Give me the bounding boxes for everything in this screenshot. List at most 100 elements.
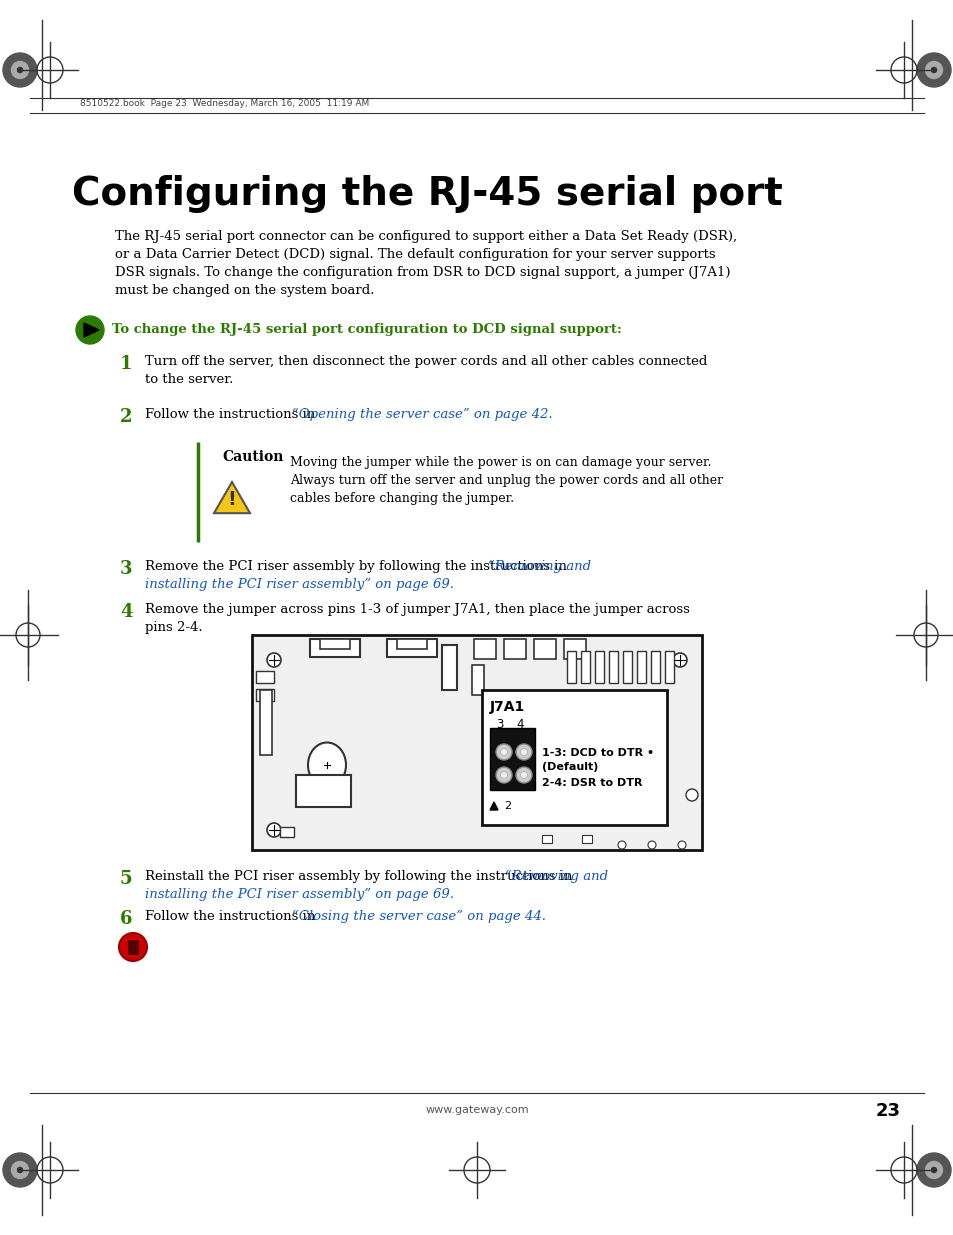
Bar <box>612 768 620 793</box>
Text: (Default): (Default) <box>541 762 598 772</box>
Text: 4: 4 <box>120 603 132 621</box>
Circle shape <box>520 772 527 778</box>
Text: must be changed on the system board.: must be changed on the system board. <box>115 284 375 296</box>
Circle shape <box>516 743 532 760</box>
Text: Reinstall the PCI riser assembly by following the instructions in: Reinstall the PCI riser assembly by foll… <box>145 869 576 883</box>
Text: DSR signals. To change the configuration from DSR to DCD signal support, a jumpe: DSR signals. To change the configuration… <box>115 266 730 279</box>
Ellipse shape <box>308 742 346 788</box>
Bar <box>580 651 589 683</box>
Circle shape <box>267 653 281 667</box>
Text: Follow the instructions in: Follow the instructions in <box>145 408 319 421</box>
Bar <box>280 827 294 837</box>
Bar <box>639 768 648 793</box>
Circle shape <box>924 1161 942 1178</box>
Bar <box>503 638 525 659</box>
Text: Configuring the RJ-45 serial port: Configuring the RJ-45 serial port <box>71 175 781 212</box>
Circle shape <box>520 748 527 756</box>
Circle shape <box>924 62 942 79</box>
Circle shape <box>685 789 698 802</box>
Bar <box>637 651 645 683</box>
Bar <box>474 638 496 659</box>
Text: www.gateway.com: www.gateway.com <box>425 1105 528 1115</box>
Bar <box>534 638 556 659</box>
Text: or a Data Carrier Detect (DCD) signal. The default configuration for your server: or a Data Carrier Detect (DCD) signal. T… <box>115 248 715 261</box>
Text: to the server.: to the server. <box>145 373 233 387</box>
Circle shape <box>267 823 281 837</box>
Text: 2: 2 <box>120 408 132 426</box>
Text: Follow the instructions in: Follow the instructions in <box>145 910 319 923</box>
Text: “Removing and: “Removing and <box>504 869 607 883</box>
Text: 5: 5 <box>120 869 132 888</box>
Bar <box>583 768 593 793</box>
Polygon shape <box>490 802 497 810</box>
Bar <box>396 638 427 650</box>
Text: Remove the jumper across pins 1-3 of jumper J7A1, then place the jumper across: Remove the jumper across pins 1-3 of jum… <box>145 603 689 616</box>
Circle shape <box>496 743 512 760</box>
Bar <box>310 638 359 657</box>
Circle shape <box>119 932 147 961</box>
Circle shape <box>17 68 23 73</box>
Bar <box>295 776 351 806</box>
Bar <box>472 664 483 695</box>
Text: “Closing the server case” on page 44.: “Closing the server case” on page 44. <box>292 910 545 924</box>
Text: installing the PCI riser assembly” on page 69.: installing the PCI riser assembly” on pa… <box>145 888 454 902</box>
Text: installing the PCI riser assembly” on page 69.: installing the PCI riser assembly” on pa… <box>145 578 454 592</box>
Bar <box>441 645 456 690</box>
Text: pins 2-4.: pins 2-4. <box>145 621 202 634</box>
Circle shape <box>496 767 512 783</box>
Circle shape <box>930 68 936 73</box>
Bar <box>569 768 578 793</box>
Text: 1-3: DCD to DTR •: 1-3: DCD to DTR • <box>541 748 654 758</box>
Bar <box>650 651 659 683</box>
Text: J7A1: J7A1 <box>490 700 525 714</box>
Circle shape <box>17 1167 23 1172</box>
Bar <box>490 727 535 790</box>
Circle shape <box>672 653 686 667</box>
Bar <box>664 651 673 683</box>
Text: Caution: Caution <box>222 450 283 464</box>
Bar <box>260 690 272 755</box>
Circle shape <box>3 1153 37 1187</box>
Bar <box>566 651 576 683</box>
Text: 2: 2 <box>503 802 511 811</box>
Circle shape <box>930 1167 936 1172</box>
Text: The RJ-45 serial port connector can be configured to support either a Data Set R: The RJ-45 serial port connector can be c… <box>115 230 737 243</box>
Circle shape <box>3 53 37 86</box>
Bar <box>128 940 138 953</box>
Text: 8510522.book  Page 23  Wednesday, March 16, 2005  11:19 AM: 8510522.book Page 23 Wednesday, March 16… <box>80 100 369 109</box>
Text: 3: 3 <box>496 718 503 731</box>
Bar <box>481 690 666 825</box>
Circle shape <box>647 841 656 848</box>
Text: 3: 3 <box>120 559 132 578</box>
Bar <box>255 689 274 701</box>
Bar <box>387 638 436 657</box>
Circle shape <box>678 841 685 848</box>
Text: “Opening the server case” on page 42.: “Opening the server case” on page 42. <box>292 408 552 421</box>
Bar <box>541 835 552 844</box>
Circle shape <box>11 62 29 79</box>
Bar <box>581 835 592 844</box>
Circle shape <box>500 772 507 778</box>
Bar <box>255 671 274 683</box>
Bar <box>595 651 603 683</box>
Bar <box>625 768 635 793</box>
Text: !: ! <box>228 489 236 509</box>
Text: Turn off the server, then disconnect the power cords and all other cables connec: Turn off the server, then disconnect the… <box>145 354 706 368</box>
Circle shape <box>500 748 507 756</box>
Circle shape <box>516 767 532 783</box>
Circle shape <box>618 841 625 848</box>
Bar <box>598 768 606 793</box>
Text: Moving the jumper while the power is on can damage your server.: Moving the jumper while the power is on … <box>290 456 711 469</box>
Circle shape <box>916 53 950 86</box>
Circle shape <box>916 1153 950 1187</box>
Text: Always turn off the server and unplug the power cords and all other: Always turn off the server and unplug th… <box>290 474 722 487</box>
Text: 6: 6 <box>120 910 132 927</box>
Circle shape <box>11 1161 29 1178</box>
Bar <box>622 651 631 683</box>
Text: Remove the PCI riser assembly by following the instructions in: Remove the PCI riser assembly by followi… <box>145 559 571 573</box>
Polygon shape <box>84 324 99 337</box>
Bar <box>319 638 350 650</box>
Polygon shape <box>213 482 250 514</box>
Text: cables before changing the jumper.: cables before changing the jumper. <box>290 492 514 505</box>
Bar <box>563 638 585 659</box>
